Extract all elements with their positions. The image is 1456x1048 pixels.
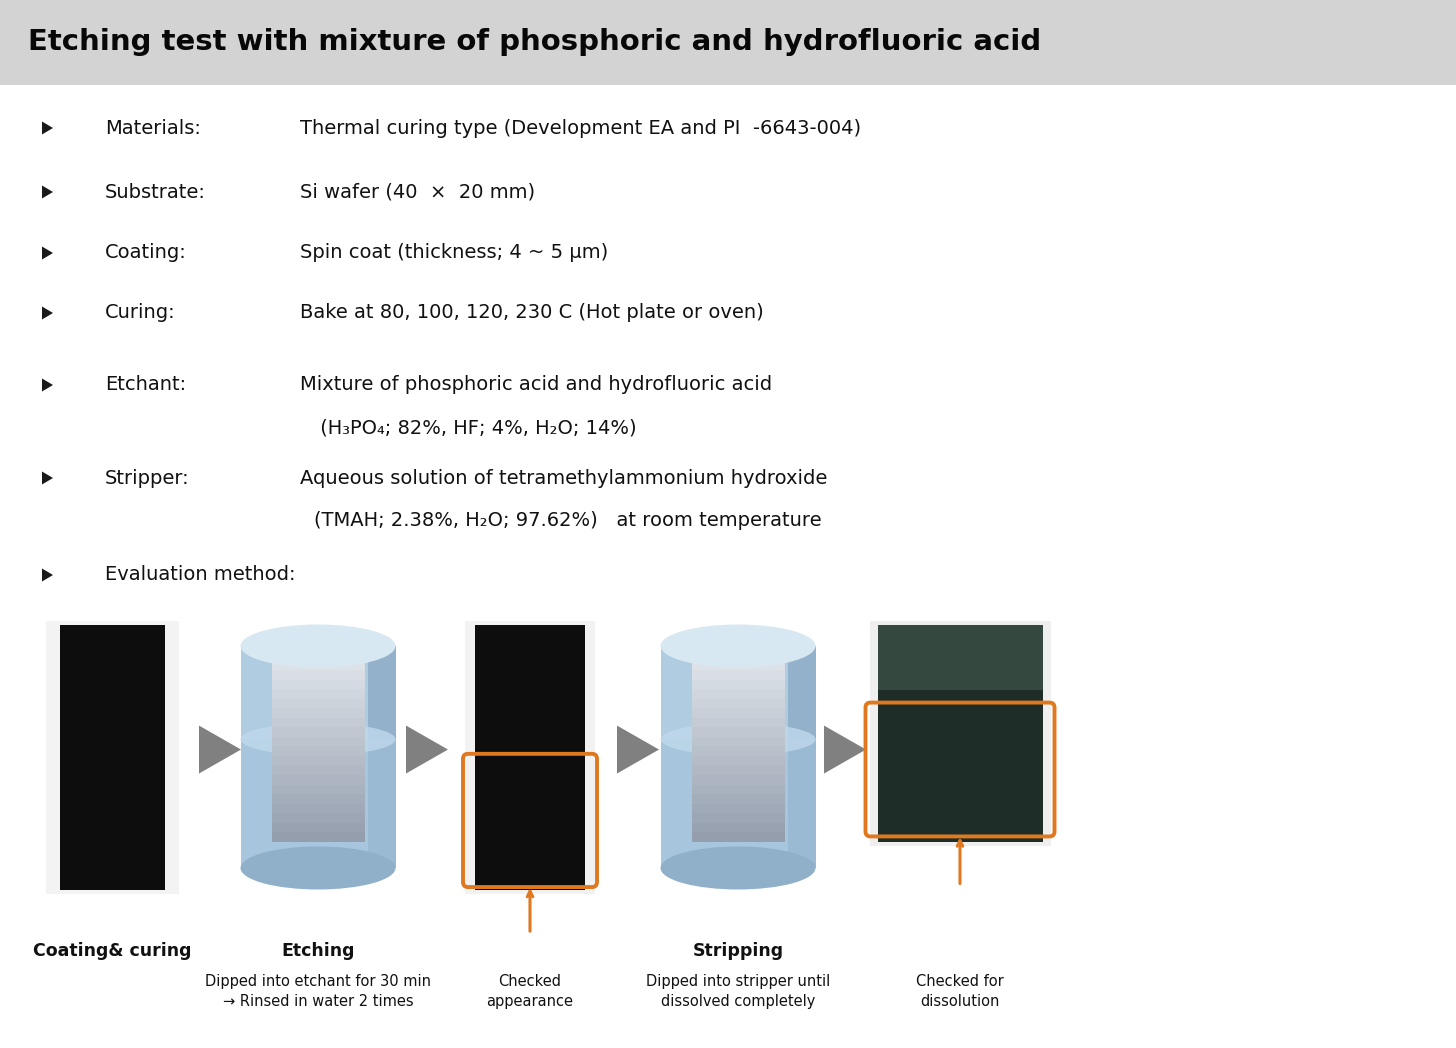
FancyBboxPatch shape	[271, 737, 364, 747]
Polygon shape	[617, 725, 660, 773]
FancyBboxPatch shape	[271, 813, 364, 824]
Text: Curing:: Curing:	[105, 304, 176, 323]
FancyBboxPatch shape	[60, 625, 165, 890]
FancyBboxPatch shape	[878, 625, 1042, 843]
Text: Checked for
dissolution: Checked for dissolution	[916, 974, 1003, 1009]
FancyBboxPatch shape	[367, 646, 396, 868]
FancyBboxPatch shape	[692, 756, 785, 766]
Ellipse shape	[661, 847, 815, 890]
FancyBboxPatch shape	[692, 660, 785, 671]
FancyBboxPatch shape	[271, 785, 364, 794]
FancyBboxPatch shape	[692, 804, 785, 813]
Ellipse shape	[240, 847, 396, 890]
FancyBboxPatch shape	[692, 737, 785, 747]
FancyBboxPatch shape	[475, 625, 585, 890]
FancyBboxPatch shape	[692, 746, 785, 757]
FancyBboxPatch shape	[271, 756, 364, 766]
FancyBboxPatch shape	[271, 727, 364, 738]
FancyBboxPatch shape	[692, 727, 785, 738]
Polygon shape	[824, 725, 866, 773]
Polygon shape	[42, 122, 52, 134]
FancyBboxPatch shape	[692, 708, 785, 718]
FancyBboxPatch shape	[271, 804, 364, 813]
Polygon shape	[42, 568, 52, 582]
Text: Checked
appearance: Checked appearance	[486, 974, 574, 1009]
FancyBboxPatch shape	[271, 660, 364, 671]
Polygon shape	[42, 306, 52, 320]
FancyBboxPatch shape	[869, 621, 1050, 847]
FancyBboxPatch shape	[271, 776, 364, 785]
Text: Substrate:: Substrate:	[105, 182, 205, 201]
Text: Etchant:: Etchant:	[105, 375, 186, 394]
Text: Mixture of phosphoric acid and hydrofluoric acid: Mixture of phosphoric acid and hydrofluo…	[300, 375, 772, 394]
FancyBboxPatch shape	[661, 646, 815, 868]
Text: Dipped into etchant for 30 min
→ Rinsed in water 2 times: Dipped into etchant for 30 min → Rinsed …	[205, 974, 431, 1009]
FancyBboxPatch shape	[0, 85, 1456, 1048]
FancyBboxPatch shape	[692, 718, 785, 727]
Text: (H₃PO₄; 82%, HF; 4%, H₂O; 14%): (H₃PO₄; 82%, HF; 4%, H₂O; 14%)	[314, 418, 636, 437]
FancyBboxPatch shape	[271, 699, 364, 708]
FancyBboxPatch shape	[692, 832, 785, 843]
Polygon shape	[42, 378, 52, 392]
FancyBboxPatch shape	[692, 765, 785, 776]
Text: Spin coat (thickness; 4 ~ 5 μm): Spin coat (thickness; 4 ~ 5 μm)	[300, 243, 609, 262]
FancyBboxPatch shape	[464, 621, 596, 894]
Polygon shape	[42, 472, 52, 484]
Text: Aqueous solution of tetramethylammonium hydroxide: Aqueous solution of tetramethylammonium …	[300, 468, 827, 487]
FancyBboxPatch shape	[271, 690, 364, 699]
FancyBboxPatch shape	[692, 813, 785, 824]
Text: Si wafer (40  ×  20 mm): Si wafer (40 × 20 mm)	[300, 182, 536, 201]
FancyBboxPatch shape	[271, 718, 364, 727]
FancyBboxPatch shape	[0, 0, 1456, 85]
FancyBboxPatch shape	[661, 739, 815, 868]
FancyBboxPatch shape	[692, 699, 785, 708]
Text: Etching test with mixture of phosphoric and hydrofluoric acid: Etching test with mixture of phosphoric …	[28, 28, 1041, 57]
FancyBboxPatch shape	[788, 646, 815, 868]
Ellipse shape	[240, 625, 396, 668]
Text: Stripper:: Stripper:	[105, 468, 189, 487]
FancyBboxPatch shape	[692, 776, 785, 785]
Text: Coating& curing: Coating& curing	[32, 942, 191, 960]
Polygon shape	[42, 246, 52, 260]
Text: Dipped into stripper until
dissolved completely: Dipped into stripper until dissolved com…	[646, 974, 830, 1009]
Ellipse shape	[661, 723, 815, 756]
Text: Materials:: Materials:	[105, 118, 201, 137]
FancyBboxPatch shape	[271, 679, 364, 690]
FancyBboxPatch shape	[271, 794, 364, 804]
FancyBboxPatch shape	[45, 621, 179, 894]
FancyBboxPatch shape	[692, 785, 785, 794]
Text: Coating:: Coating:	[105, 243, 186, 262]
Text: Evaluation method:: Evaluation method:	[105, 566, 296, 585]
FancyBboxPatch shape	[692, 679, 785, 690]
FancyBboxPatch shape	[240, 646, 396, 868]
FancyBboxPatch shape	[692, 823, 785, 833]
Ellipse shape	[661, 625, 815, 668]
FancyBboxPatch shape	[271, 765, 364, 776]
FancyBboxPatch shape	[692, 670, 785, 680]
FancyBboxPatch shape	[878, 625, 1042, 691]
FancyBboxPatch shape	[692, 690, 785, 699]
FancyBboxPatch shape	[692, 651, 785, 661]
FancyBboxPatch shape	[271, 746, 364, 757]
Text: Bake at 80, 100, 120, 230 C (Hot plate or oven): Bake at 80, 100, 120, 230 C (Hot plate o…	[300, 304, 764, 323]
FancyBboxPatch shape	[692, 794, 785, 804]
FancyBboxPatch shape	[240, 739, 396, 868]
FancyBboxPatch shape	[271, 670, 364, 680]
Text: Thermal curing type (Development EA and PI  -6643-004): Thermal curing type (Development EA and …	[300, 118, 860, 137]
Polygon shape	[406, 725, 448, 773]
Text: (TMAH; 2.38%, H₂O; 97.62%)   at room temperature: (TMAH; 2.38%, H₂O; 97.62%) at room tempe…	[314, 510, 821, 529]
Polygon shape	[199, 725, 242, 773]
FancyBboxPatch shape	[271, 708, 364, 718]
Polygon shape	[42, 185, 52, 198]
Text: Stripping: Stripping	[693, 942, 783, 960]
Ellipse shape	[240, 723, 396, 756]
FancyBboxPatch shape	[271, 651, 364, 661]
FancyBboxPatch shape	[271, 823, 364, 833]
FancyBboxPatch shape	[271, 832, 364, 843]
Text: Etching: Etching	[281, 942, 355, 960]
